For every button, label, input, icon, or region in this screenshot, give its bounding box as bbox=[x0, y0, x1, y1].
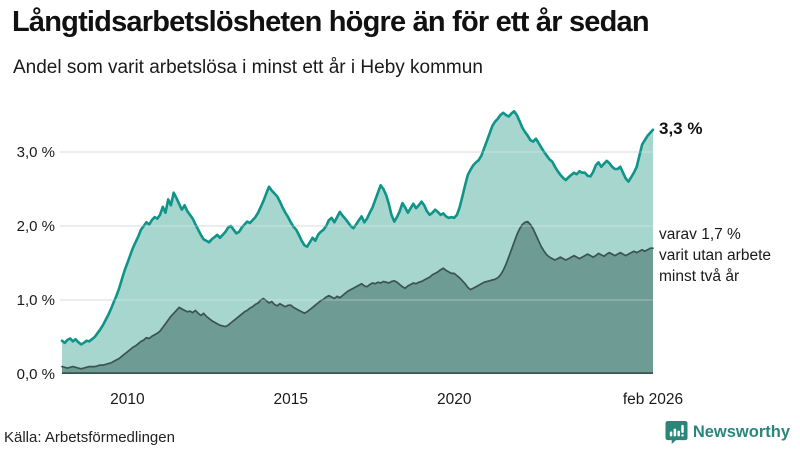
x-tick-label: 2020 bbox=[437, 391, 472, 408]
page-title: Långtidsarbetslösheten högre än för ett … bbox=[12, 6, 650, 38]
secondary-annotation-line1: varav 1,7 % bbox=[659, 226, 741, 243]
y-tick-label: 2,0 % bbox=[17, 218, 55, 235]
latest-value-annotation: 3,3 % bbox=[659, 119, 703, 138]
x-tick-label: 2015 bbox=[274, 391, 308, 408]
line-series-1 bbox=[61, 220, 654, 370]
x-tick-label: 2010 bbox=[110, 391, 145, 408]
y-tick-label: 1,0 % bbox=[17, 292, 55, 309]
line-series-0 bbox=[60, 110, 655, 346]
secondary-annotation-line3: minst två år bbox=[659, 268, 740, 285]
secondary-series-annotation: varav 1,7 % varit utan arbete minst två … bbox=[659, 224, 771, 287]
x-tick-label: feb 2026 bbox=[623, 391, 683, 408]
area-series-1 bbox=[62, 221, 653, 374]
y-tick-label: 3,0 % bbox=[17, 144, 55, 161]
newsworthy-logo-icon bbox=[665, 420, 688, 444]
source-attribution: Källa: Arbetsförmedlingen bbox=[4, 429, 175, 446]
y-tick-label: 0,0 % bbox=[17, 366, 55, 383]
newsworthy-brand-label: Newsworthy bbox=[692, 422, 790, 441]
chart-subtitle: Andel som varit arbetslösa i minst ett å… bbox=[13, 57, 483, 78]
newsworthy-brand[interactable]: Newsworthy bbox=[665, 420, 790, 444]
secondary-annotation-line2: varit utan arbete bbox=[659, 247, 772, 264]
